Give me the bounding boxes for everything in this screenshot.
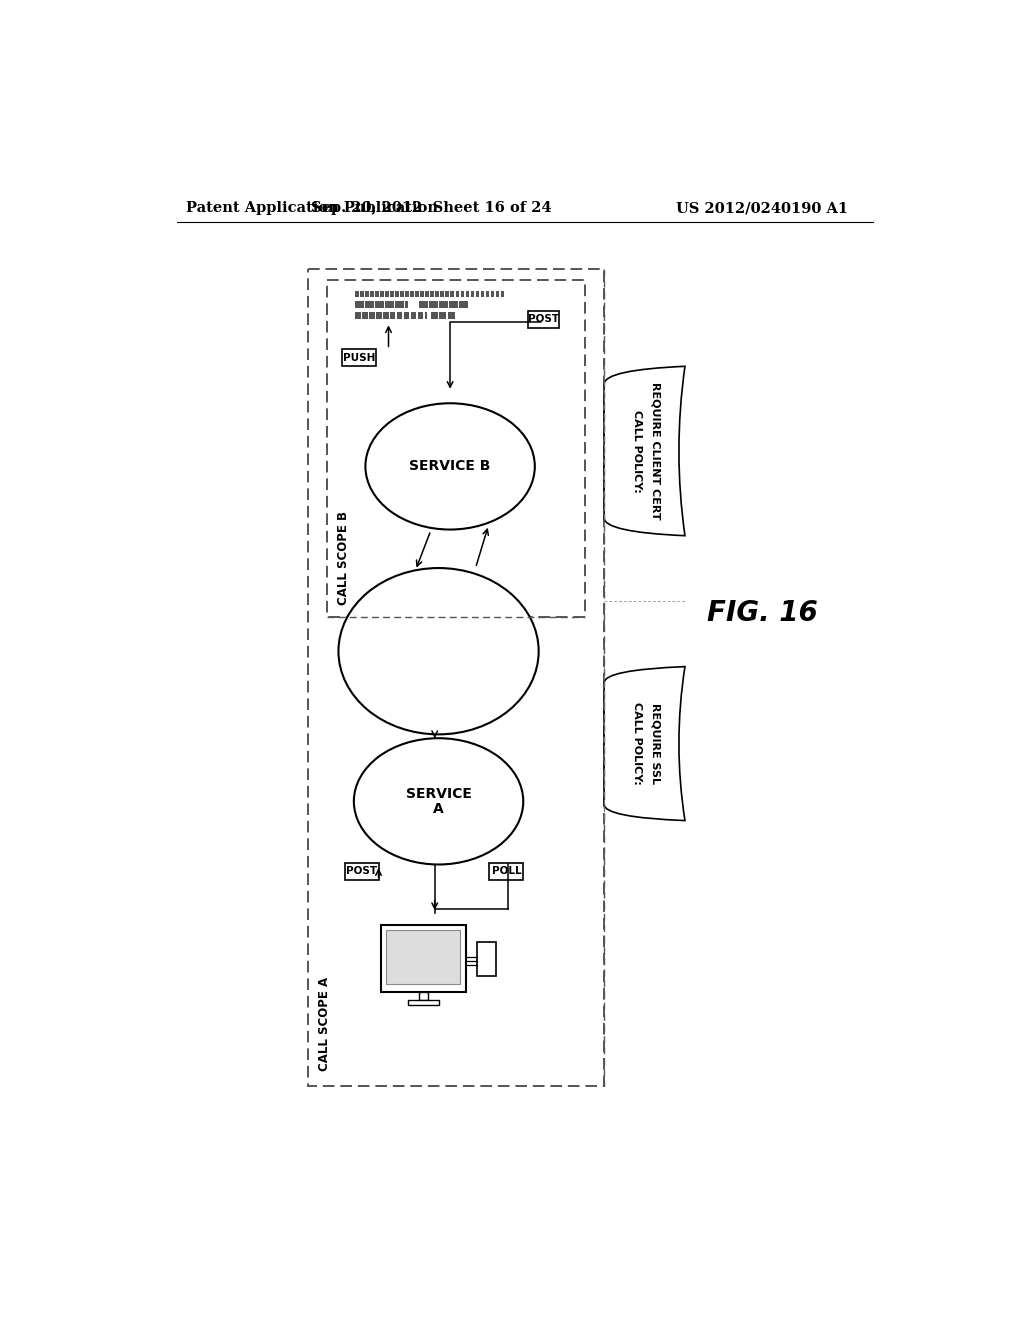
Ellipse shape: [366, 404, 535, 529]
Bar: [528, 312, 559, 327]
Bar: [411, 290, 415, 297]
Bar: [421, 290, 424, 297]
Bar: [411, 312, 416, 318]
Bar: [419, 301, 428, 308]
Bar: [419, 993, 428, 1001]
Bar: [355, 290, 359, 297]
Bar: [381, 924, 466, 993]
Text: POST: POST: [527, 314, 559, 325]
Bar: [440, 290, 444, 297]
Bar: [435, 290, 439, 297]
Text: POST: POST: [346, 866, 377, 876]
Text: US 2012/0240190 A1: US 2012/0240190 A1: [676, 202, 848, 215]
Bar: [425, 312, 427, 318]
Bar: [456, 290, 460, 297]
Bar: [397, 312, 402, 318]
Text: CALL POLICY:: CALL POLICY:: [632, 702, 642, 785]
Bar: [376, 290, 379, 297]
Text: POLL: POLL: [492, 866, 521, 876]
Bar: [451, 290, 455, 297]
Bar: [400, 290, 404, 297]
Bar: [355, 301, 364, 308]
Bar: [439, 301, 447, 308]
Bar: [490, 290, 495, 297]
Bar: [485, 290, 489, 297]
Bar: [406, 301, 408, 308]
Text: A: A: [433, 803, 444, 816]
Bar: [383, 312, 388, 318]
Bar: [342, 350, 376, 367]
Bar: [475, 290, 479, 297]
PathPatch shape: [604, 367, 685, 536]
Bar: [370, 312, 375, 318]
Text: REQUIRE SSL: REQUIRE SSL: [650, 704, 660, 784]
Text: SERVICE B: SERVICE B: [410, 459, 490, 474]
Bar: [406, 290, 410, 297]
Ellipse shape: [354, 738, 523, 865]
Bar: [480, 290, 484, 297]
Bar: [489, 863, 523, 880]
Bar: [460, 301, 468, 308]
Bar: [371, 290, 374, 297]
Bar: [425, 290, 429, 297]
Bar: [395, 290, 399, 297]
Bar: [385, 301, 394, 308]
Bar: [470, 290, 474, 297]
Bar: [501, 290, 505, 297]
Bar: [450, 301, 458, 308]
Bar: [439, 312, 446, 318]
Bar: [418, 312, 423, 318]
Bar: [408, 1001, 438, 1005]
Bar: [390, 290, 394, 297]
Text: Sep. 20, 2012  Sheet 16 of 24: Sep. 20, 2012 Sheet 16 of 24: [310, 202, 551, 215]
Bar: [345, 863, 379, 880]
Bar: [390, 312, 395, 318]
Bar: [416, 290, 419, 297]
Bar: [376, 301, 384, 308]
Text: FIG. 16: FIG. 16: [707, 599, 817, 627]
Bar: [385, 290, 389, 297]
Bar: [386, 929, 460, 983]
Text: PUSH: PUSH: [343, 352, 376, 363]
Bar: [429, 301, 438, 308]
Bar: [447, 312, 455, 318]
Ellipse shape: [339, 568, 539, 734]
Text: SERVICE: SERVICE: [406, 787, 471, 801]
Bar: [395, 301, 403, 308]
Bar: [355, 312, 360, 318]
Text: CALL SCOPE B: CALL SCOPE B: [337, 511, 350, 605]
Text: Patent Application Publication: Patent Application Publication: [186, 202, 438, 215]
Bar: [376, 312, 382, 318]
Bar: [362, 312, 368, 318]
Bar: [496, 290, 500, 297]
Bar: [466, 290, 469, 297]
PathPatch shape: [604, 667, 685, 821]
Bar: [381, 290, 384, 297]
Text: CALL POLICY:: CALL POLICY:: [632, 409, 642, 492]
Bar: [431, 312, 438, 318]
Bar: [461, 290, 464, 297]
Bar: [445, 290, 450, 297]
Bar: [366, 290, 370, 297]
Bar: [366, 301, 374, 308]
Bar: [403, 312, 410, 318]
Text: CALL SCOPE A: CALL SCOPE A: [317, 977, 331, 1071]
Text: REQUIRE CLIENT CERT: REQUIRE CLIENT CERT: [650, 383, 660, 520]
Bar: [430, 290, 434, 297]
Bar: [477, 942, 496, 977]
Bar: [360, 290, 365, 297]
